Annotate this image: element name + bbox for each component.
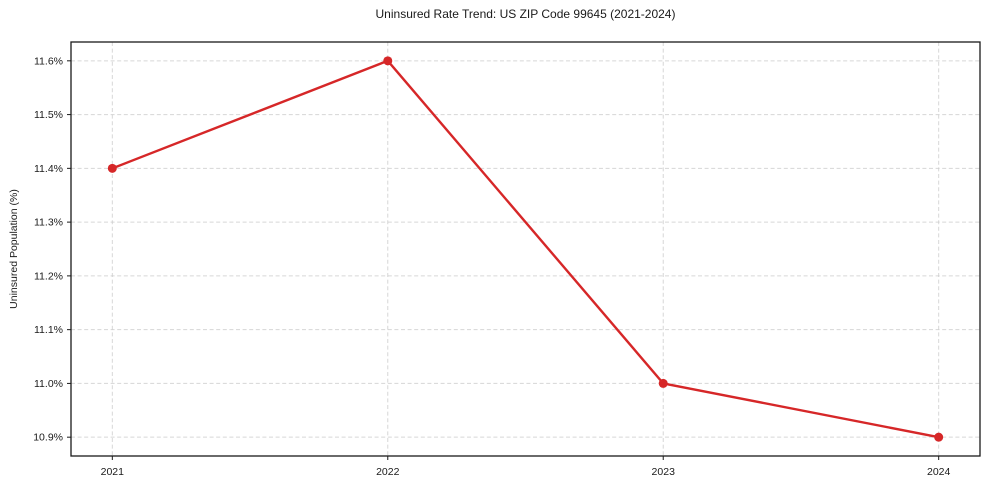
y-tick-label: 11.1% [34,324,63,336]
x-tick-label: 2022 [376,466,400,478]
data-point-marker [107,163,117,173]
x-tick-label: 2021 [101,466,125,478]
chart-title: Uninsured Rate Trend: US ZIP Code 99645 … [375,7,676,21]
data-point-marker [658,378,668,388]
y-tick-label: 11.2% [34,270,63,282]
y-tick-label: 11.4% [34,163,63,175]
data-point-marker [934,432,944,442]
trend-line [111,59,940,439]
y-tick-label: 11.5% [34,109,63,121]
x-tick-label: 2023 [652,466,676,478]
y-tick-label: 11.6% [34,55,63,67]
data-point-marker [383,56,393,66]
y-tick-label: 11.3% [34,217,63,229]
y-tick-label: 11.0% [34,378,63,390]
x-tick-label: 2024 [927,466,951,478]
plot-frame [70,41,981,457]
y-tick-label: 10.9% [33,432,63,444]
